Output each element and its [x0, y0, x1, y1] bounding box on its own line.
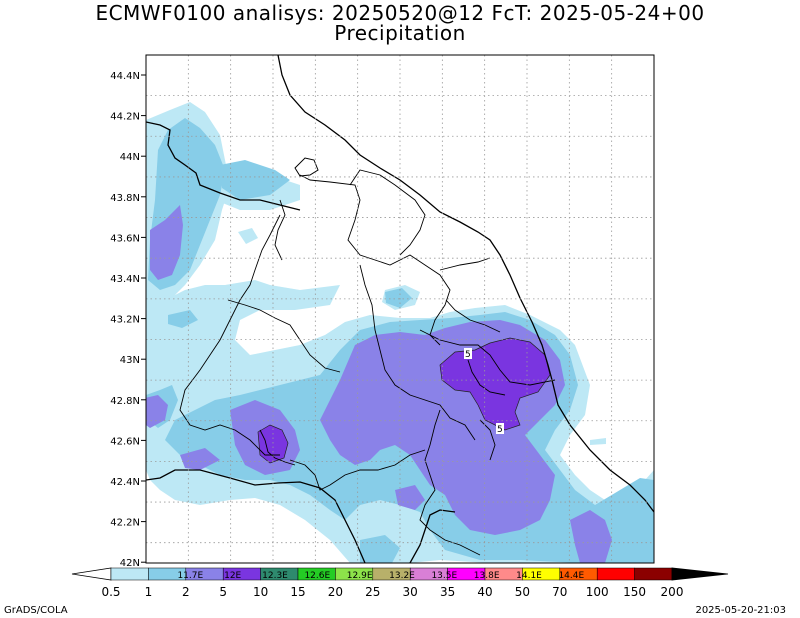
colorbar-segment [634, 567, 673, 581]
latitude-label: 44N [120, 152, 140, 163]
colorbar-value-label: 5 [219, 585, 227, 599]
colorbar-arrow-high [671, 567, 729, 581]
colorbar-value-label: 15 [290, 585, 305, 599]
contour-labels: 5 5 [464, 348, 504, 435]
precip-moderate-south [395, 485, 425, 510]
latitude-label: 42.6N [110, 436, 140, 447]
coastline-tyrrhenian [146, 469, 366, 563]
region-border-7 [419, 409, 481, 556]
longitude-label: 14.4E [558, 571, 584, 581]
latitude-label: 43.8N [110, 193, 140, 204]
region-border-14 [439, 257, 491, 271]
longitude-label: 12.3E [262, 571, 288, 581]
longitude-label: 13.5E [431, 571, 457, 581]
colorbar: 11.7E 12E 12.3E 12.6E 12.9E 13.2E 13.5E 13.8E 14… [71, 567, 729, 599]
longitude-label: 12.6E [304, 571, 330, 581]
precip-area-small-1 [238, 228, 258, 244]
region-border-12 [274, 199, 286, 261]
precip-moderate-small-west [180, 448, 220, 470]
latitude-label: 44.2N [110, 112, 140, 123]
longitude-label: 11.7E [177, 571, 203, 581]
precip-core-north [220, 160, 290, 200]
colorbar-value-label: 150 [623, 585, 646, 599]
longitude-label: 13.2E [389, 571, 415, 581]
region-border-11 [227, 299, 341, 373]
region-border-6 [467, 359, 506, 396]
longitude-label: 13.8E [474, 571, 500, 581]
colorbar-value-label: 35 [440, 585, 455, 599]
colorbar-value-label: 0.5 [101, 585, 120, 599]
precip-core-south [360, 535, 400, 563]
generation-timestamp: 2025-05-20-21:03 [695, 605, 786, 616]
colorbar-value-label: 1 [145, 585, 153, 599]
colorbar-value-label: 10 [253, 585, 268, 599]
colorbar-segment [110, 567, 149, 581]
latitude-label: 42.4N [110, 477, 140, 488]
region-border-5 [419, 329, 556, 386]
contour-label: 5 [465, 350, 471, 360]
precip-moderate-southeast [570, 510, 612, 563]
longitude-label: 14.1E [516, 571, 542, 581]
coastline [277, 55, 654, 513]
map-subtitle: Precipitation [334, 21, 466, 45]
latitude-label: 43.6N [110, 233, 140, 244]
latitude-label: 43N [120, 355, 140, 366]
region-border-13 [445, 299, 501, 333]
latitude-label: 44.4N [110, 71, 140, 82]
colorbar-value-label: 30 [403, 585, 418, 599]
precip-heavy-southwest [257, 424, 289, 464]
latitude-label: 43.2N [110, 315, 140, 326]
precip-core-center [385, 288, 412, 308]
colorbar-segment [596, 567, 635, 581]
contour-label: 5 [497, 425, 503, 435]
region-border-4 [359, 264, 476, 441]
precip-moderate-west [146, 395, 168, 428]
colorbar-value-label: 50 [515, 585, 530, 599]
precip-heavy-north-center [439, 337, 551, 431]
colorbar-value-label: 20 [328, 585, 343, 599]
precip-area-east-shore [590, 438, 606, 445]
region-border-3 [179, 214, 281, 456]
small-island [294, 157, 319, 177]
latitude-axis: 44.4N 44.2N 44N 43.8N 43.6N 43.4N 43.2N 43N 42.8… [110, 71, 146, 569]
coastline-ligurian [146, 121, 301, 211]
region-border-2 [349, 169, 426, 256]
region-border-10 [259, 429, 296, 466]
colorbar-value-label: 2 [182, 585, 190, 599]
latitude-label: 42.2N [110, 518, 140, 529]
software-credit: GrADS/COLA [4, 605, 68, 616]
region-border-8 [289, 449, 426, 491]
colorbar-value-label: 100 [586, 585, 609, 599]
longitude-label: 12E [224, 571, 241, 581]
map-title: ECMWF0100 analisys: 20250520@12 FcT: 202… [95, 1, 705, 25]
map-frame [145, 54, 655, 564]
precipitation-shading [146, 102, 654, 563]
colorbar-value-label: 40 [477, 585, 492, 599]
precip-core-west-small [168, 310, 198, 328]
precip-moderate-northwest [150, 205, 183, 280]
boundaries [146, 55, 654, 563]
longitude-label: 12.9E [347, 571, 373, 581]
colorbar-value-label: 200 [661, 585, 684, 599]
colorbar-arrow-low [71, 567, 112, 581]
colorbar-value-label: 70 [552, 585, 567, 599]
latitude-label: 42.8N [110, 396, 140, 407]
latitude-label: 42N [120, 558, 140, 569]
colorbar-value-label: 25 [365, 585, 380, 599]
latitude-label: 43.4N [110, 274, 140, 285]
lat-lon-grid [146, 55, 654, 563]
